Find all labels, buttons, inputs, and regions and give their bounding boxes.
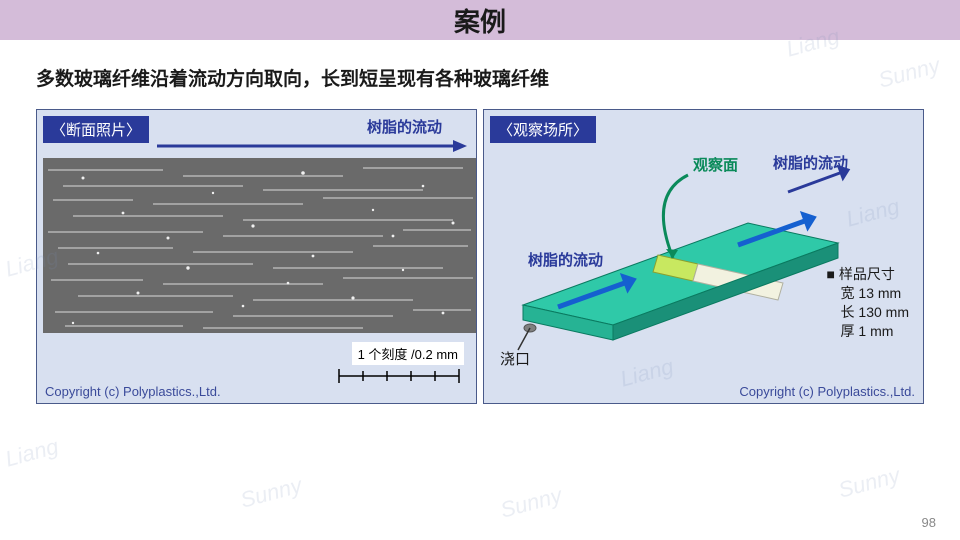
dim-thickness: 厚 1 mm <box>827 322 909 341</box>
subtitle: 多数玻璃纤维沿着流动方向取向，长到短呈现有各种玻璃纤维 <box>36 64 960 91</box>
watermark: Liang <box>3 433 62 472</box>
sem-micrograph <box>43 158 476 333</box>
right-panel: 〈观察场所〉 <box>483 109 924 404</box>
obs-face-label: 观察面 <box>693 156 738 174</box>
dims-heading: ■ 样品尺寸 <box>827 265 909 284</box>
flow-arrow-icon <box>157 138 467 154</box>
left-badge: 〈断面照片〉 <box>43 116 149 143</box>
panels-row: 〈断面照片〉 树脂的流动 <box>0 109 960 404</box>
watermark: Sunny <box>238 472 305 513</box>
sample-dimensions: ■ 样品尺寸 宽 13 mm 长 130 mm 厚 1 mm <box>827 265 909 341</box>
page-number: 98 <box>922 515 936 530</box>
right-badge: 〈观察场所〉 <box>490 116 596 143</box>
gate-label: 浇口 <box>500 351 530 368</box>
scale-label: 1 个刻度 /0.2 mm <box>352 342 464 365</box>
title-bar: 案例 <box>0 0 960 40</box>
page-title: 案例 <box>454 2 506 39</box>
watermark: Sunny <box>835 462 902 503</box>
flow-label-top: 树脂的流动 <box>773 154 848 172</box>
scale-bar-icon <box>334 367 464 385</box>
watermark: Sunny <box>498 482 565 523</box>
copyright-left: Copyright (c) Polyplastics.,Ltd. <box>45 384 221 399</box>
dim-width: 宽 13 mm <box>827 284 909 303</box>
copyright-right: Copyright (c) Polyplastics.,Ltd. <box>739 384 915 399</box>
left-panel: 〈断面照片〉 树脂的流动 <box>36 109 477 404</box>
flow-label-bar: 树脂的流动 <box>528 251 603 269</box>
flow-label-left: 树脂的流动 <box>367 116 442 137</box>
dim-length: 长 130 mm <box>827 303 909 322</box>
